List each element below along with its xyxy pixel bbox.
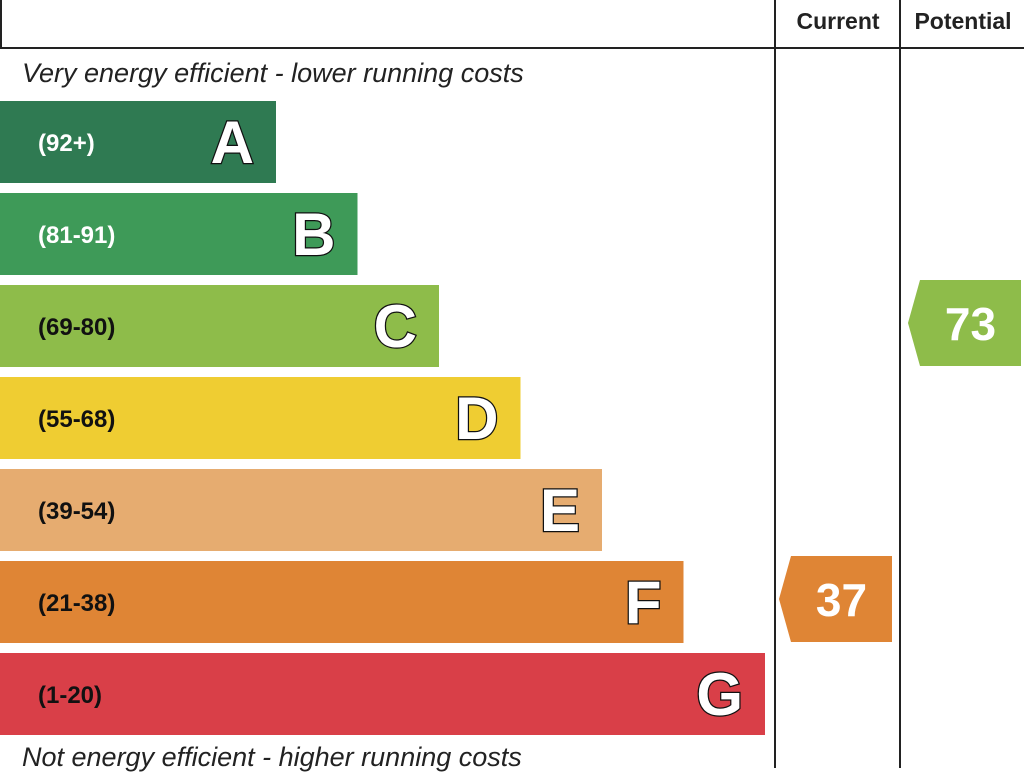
band-letter-a: A bbox=[211, 109, 254, 176]
rating-bands: (92+) A (81-91) B (69-80) C (55-68) D (39-54) E (2… bbox=[0, 101, 765, 735]
top-caption: Very energy efficient - lower running co… bbox=[22, 58, 524, 88]
band-letter-c: C bbox=[374, 293, 417, 360]
band-bar-c bbox=[0, 285, 439, 367]
band-letter-d: D bbox=[455, 385, 498, 452]
band-range-f: (21-38) bbox=[38, 590, 115, 617]
band-bar-g bbox=[0, 653, 765, 735]
potential-rating-value: 73 bbox=[945, 298, 996, 350]
current-rating-value: 37 bbox=[816, 574, 867, 626]
band-range-a: (92+) bbox=[38, 130, 95, 157]
rating-arrows: 37 73 bbox=[779, 280, 1021, 642]
band-range-d: (55-68) bbox=[38, 406, 115, 433]
band-letter-f: F bbox=[625, 569, 662, 636]
current-rating-arrow bbox=[779, 556, 892, 642]
bottom-caption: Not energy efficient - higher running co… bbox=[22, 742, 522, 772]
band-range-b: (81-91) bbox=[38, 222, 115, 249]
potential-column-header: Potential bbox=[914, 8, 1012, 34]
band-bar-e bbox=[0, 469, 602, 551]
band-letter-b: B bbox=[292, 201, 335, 268]
band-letter-g: G bbox=[696, 661, 743, 728]
band-bar-b bbox=[0, 193, 358, 275]
band-bar-d bbox=[0, 377, 521, 459]
current-column-header: Current bbox=[796, 8, 880, 34]
band-range-c: (69-80) bbox=[38, 314, 115, 341]
band-range-g: (1-20) bbox=[38, 682, 102, 709]
band-letter-e: E bbox=[540, 477, 580, 544]
band-bar-f bbox=[0, 561, 684, 643]
band-range-e: (39-54) bbox=[38, 498, 115, 525]
potential-rating-arrow bbox=[908, 280, 1021, 366]
band-bar-a bbox=[0, 101, 276, 183]
